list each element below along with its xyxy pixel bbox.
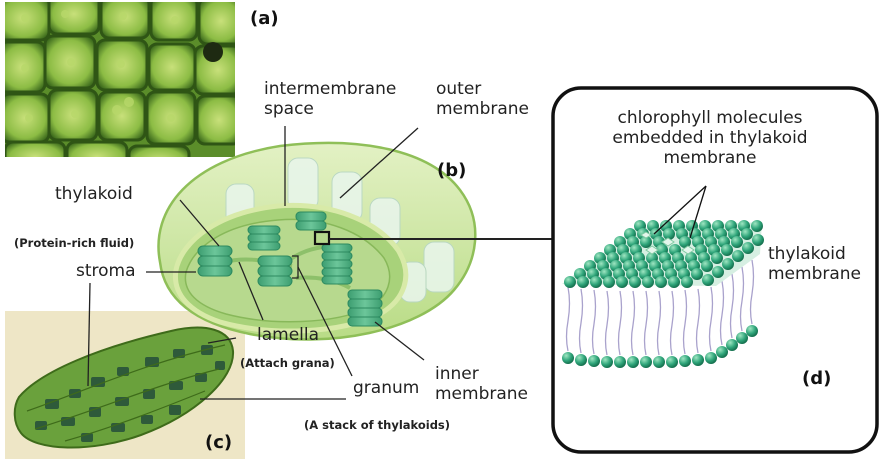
label-outer-line2: membrane bbox=[436, 99, 530, 119]
note-attach-grana: (Attach grana) bbox=[240, 356, 335, 370]
inset-side-line1: thylakoid bbox=[768, 244, 846, 264]
inset-side-line2: membrane bbox=[768, 264, 862, 284]
chlorophyll-head-grid bbox=[564, 220, 764, 288]
chloroplast-body bbox=[157, 141, 477, 341]
leaf-cells-image bbox=[5, 2, 235, 157]
note-protein-rich: (Protein-rich fluid) bbox=[14, 236, 135, 250]
label-intermembrane-space: intermembrane space bbox=[264, 79, 396, 119]
label-intermembrane-line2: space bbox=[264, 99, 314, 119]
label-inner-line2: membrane bbox=[435, 384, 529, 404]
leaf-cells-photo bbox=[5, 2, 235, 157]
chlorophyll-molecules bbox=[640, 231, 695, 255]
label-granum: granum bbox=[353, 378, 420, 398]
micrograph-image bbox=[5, 311, 245, 459]
label-outer-membrane: outer membrane bbox=[436, 79, 529, 119]
thylakoid-membrane-inset bbox=[551, 86, 879, 454]
label-intermembrane-line1: intermembrane bbox=[264, 79, 397, 99]
panel-tag-c: (c) bbox=[205, 432, 233, 453]
note-stack-of-thylakoids: (A stack of thylakoids) bbox=[304, 418, 451, 432]
label-outer-line1: outer bbox=[436, 79, 482, 99]
inset-side-label: thylakoid membrane bbox=[768, 244, 861, 284]
panel-tag-b: (b) bbox=[437, 160, 467, 181]
inset-title-line3: membrane bbox=[663, 148, 757, 168]
panel-tag-a: (a) bbox=[250, 8, 279, 29]
chloroplast-micrograph bbox=[5, 311, 245, 459]
label-lamella: lamella bbox=[257, 325, 320, 345]
label-inner-line1: inner bbox=[435, 364, 479, 384]
leader-lines bbox=[87, 126, 553, 400]
label-thylakoid: thylakoid bbox=[55, 184, 133, 204]
inset-title-line1: chlorophyll molecules bbox=[617, 108, 803, 128]
label-inner-membrane: inner membrane bbox=[435, 364, 528, 404]
label-stroma: stroma bbox=[76, 261, 136, 281]
panel-tag-d: (d) bbox=[802, 368, 832, 389]
inset-title: chlorophyll molecules embedded in thylak… bbox=[600, 108, 820, 168]
inset-title-line2: embedded in thylakoid bbox=[612, 128, 808, 148]
